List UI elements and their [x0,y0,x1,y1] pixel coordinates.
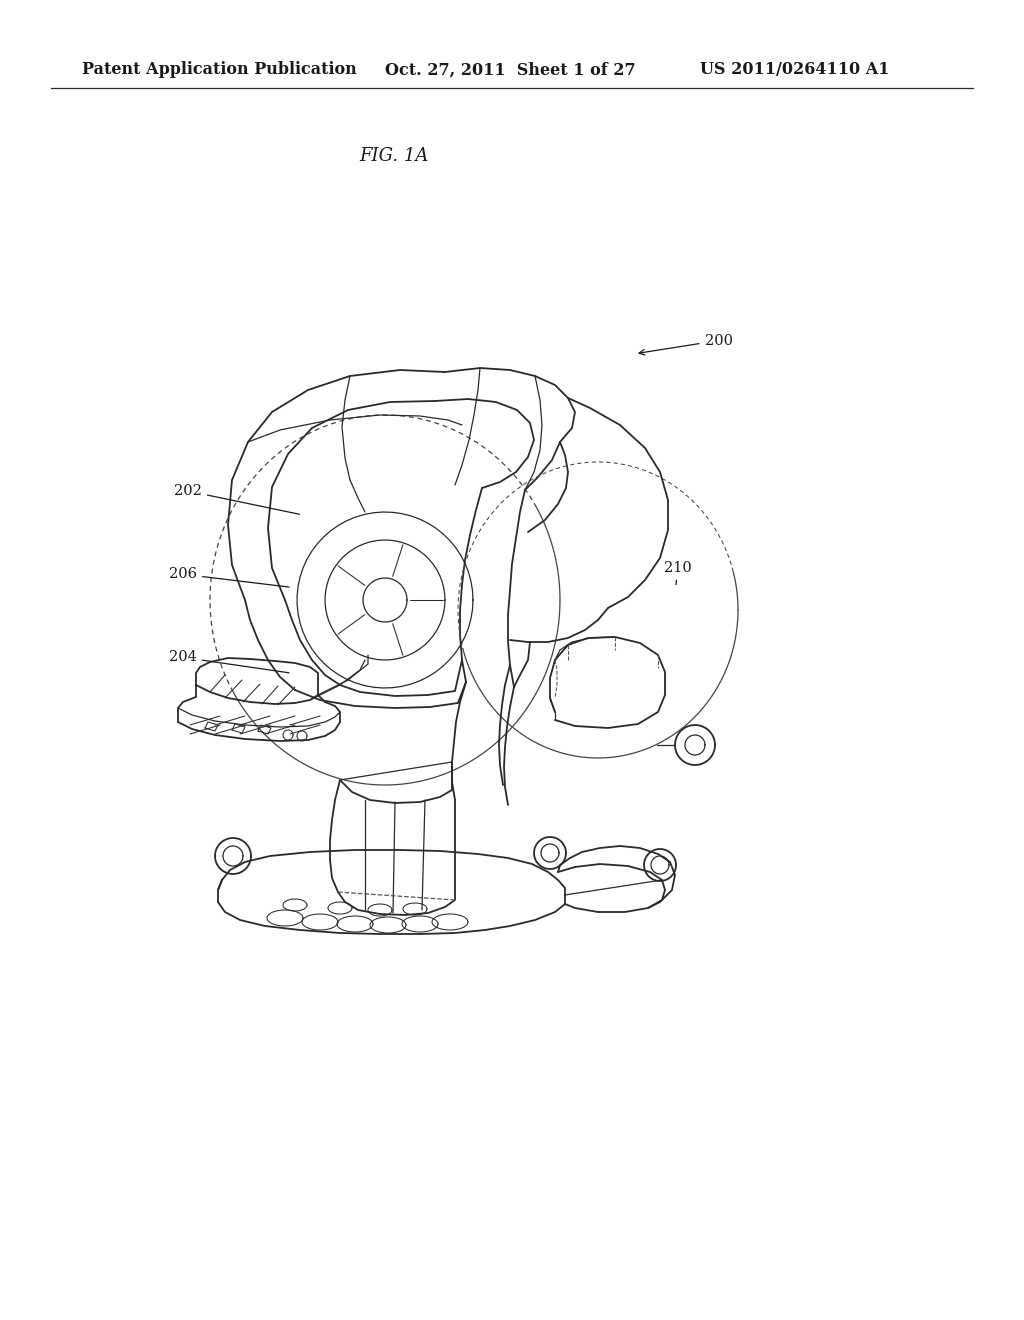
Text: 210: 210 [664,561,691,585]
Text: FIG. 1A: FIG. 1A [359,147,429,165]
Text: 204: 204 [169,651,289,673]
Text: US 2011/0264110 A1: US 2011/0264110 A1 [700,62,890,78]
Text: Patent Application Publication: Patent Application Publication [82,62,356,78]
Text: 202: 202 [174,484,299,515]
Text: 206: 206 [169,568,289,587]
Text: 200: 200 [639,334,732,355]
Text: Oct. 27, 2011  Sheet 1 of 27: Oct. 27, 2011 Sheet 1 of 27 [385,62,636,78]
